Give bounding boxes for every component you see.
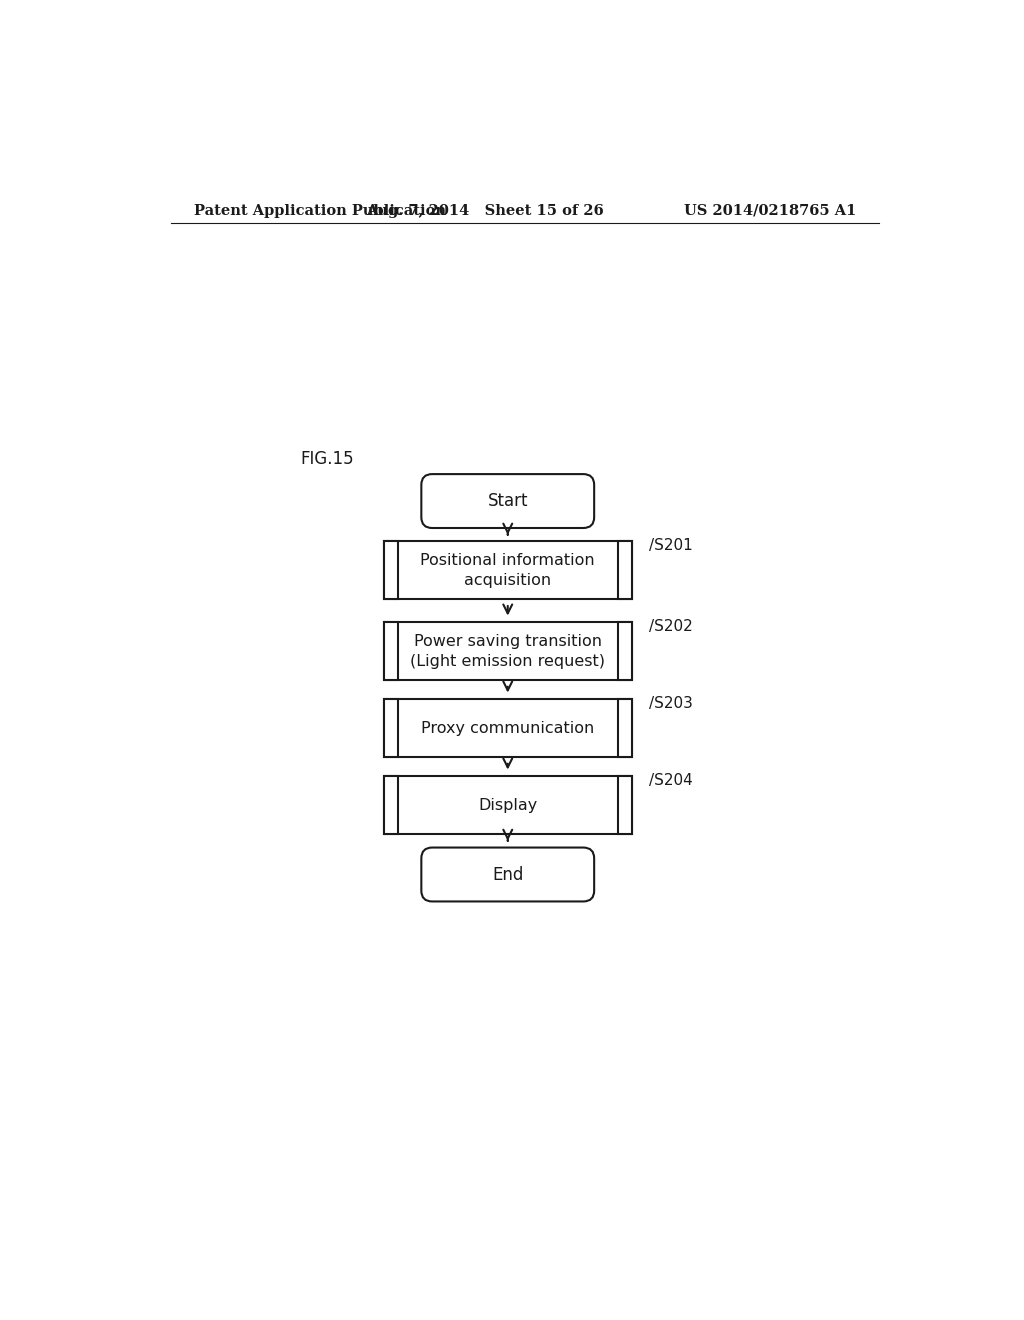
- Bar: [384, 541, 397, 599]
- Text: Power saving transition
(Light emission request): Power saving transition (Light emission …: [411, 634, 605, 669]
- Bar: [617, 622, 632, 680]
- Text: Positional information
acquisition: Positional information acquisition: [421, 553, 595, 587]
- Bar: [617, 700, 632, 758]
- Bar: [384, 776, 632, 834]
- Text: Proxy communication: Proxy communication: [421, 721, 594, 735]
- Text: FIG.15: FIG.15: [300, 450, 353, 467]
- Bar: [384, 622, 632, 680]
- Bar: [384, 541, 632, 599]
- Text: Aug. 7, 2014   Sheet 15 of 26: Aug. 7, 2014 Sheet 15 of 26: [366, 203, 603, 218]
- Text: Start: Start: [487, 492, 528, 510]
- Text: US 2014/0218765 A1: US 2014/0218765 A1: [684, 203, 856, 218]
- Text: /S201: /S201: [649, 539, 692, 553]
- Text: End: End: [493, 866, 523, 883]
- FancyBboxPatch shape: [421, 474, 594, 528]
- Text: /S204: /S204: [649, 774, 692, 788]
- FancyBboxPatch shape: [421, 847, 594, 902]
- Text: Patent Application Publication: Patent Application Publication: [194, 203, 445, 218]
- Text: /S202: /S202: [649, 619, 692, 634]
- Text: /S203: /S203: [649, 696, 692, 711]
- Bar: [384, 700, 632, 758]
- Bar: [384, 700, 397, 758]
- Bar: [384, 776, 397, 834]
- Text: Display: Display: [478, 797, 538, 813]
- Bar: [617, 541, 632, 599]
- Bar: [617, 776, 632, 834]
- Bar: [384, 622, 397, 680]
